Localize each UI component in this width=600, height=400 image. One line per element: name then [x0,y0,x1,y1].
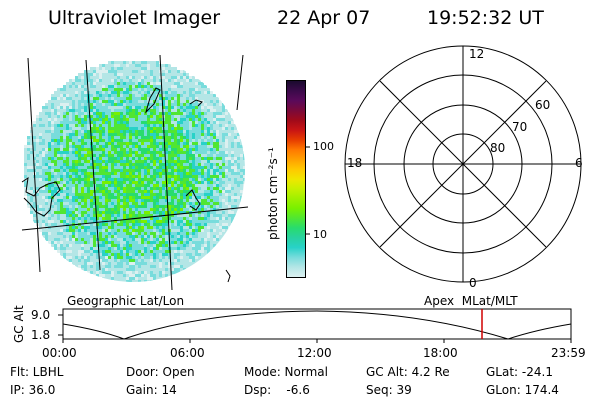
lat-label-70: 70 [512,120,528,134]
info-ip: IP: 36.0 [10,383,56,397]
coastline-outlines [21,87,231,283]
image-time: 19:52:32 UT [427,7,544,29]
colorbar-label: photon cm⁻²s⁻¹ [266,147,280,240]
colorbar-ticks [306,146,310,235]
info-gain: Gain: 14 [126,383,177,397]
instrument-title: Ultraviolet Imager [48,7,221,29]
info-filter: Flt: LBHL [10,365,64,379]
image-date: 22 Apr 07 [277,7,371,29]
lat-label-80: 80 [490,141,506,155]
colorbar [286,80,306,278]
x-tick-2359: 23:59 [551,346,586,360]
colorbar-tick-10: 10 [313,228,327,241]
x-tick-1200: 12:00 [297,346,332,360]
geographic-grid-lines [21,54,249,291]
info-glon: GLon: 174.4 [486,383,559,397]
geographic-label: Geographic Lat/Lon [67,294,185,308]
mlt-label-0: 0 [469,276,477,290]
info-seq: Seq: 39 [366,383,412,397]
colorbar-tick-100: 100 [313,140,334,153]
y-tick-high: 9.0 [31,308,51,322]
info-gc-alt: GC Alt: 4.2 Re [366,365,450,379]
gc-alt-axis-label: GC Alt [12,305,26,343]
lat-label-60: 60 [535,98,551,112]
mlt-label-6: 6 [575,156,583,170]
apex-label: Apex MLat/MLT [424,294,518,308]
info-dsp: Dsp: -6.6 [244,383,310,397]
x-tick-1800: 18:00 [423,346,458,360]
mlt-label-18: 18 [347,156,363,170]
info-door: Door: Open [126,365,195,379]
x-tick-0000: 00:00 [42,346,77,360]
y-tick-low: 1.8 [31,328,51,342]
info-glat: GLat: -24.1 [486,365,553,379]
mlt-label-12: 12 [469,47,485,61]
info-mode: Mode: Normal [244,365,328,379]
x-tick-0600: 06:00 [170,346,205,360]
